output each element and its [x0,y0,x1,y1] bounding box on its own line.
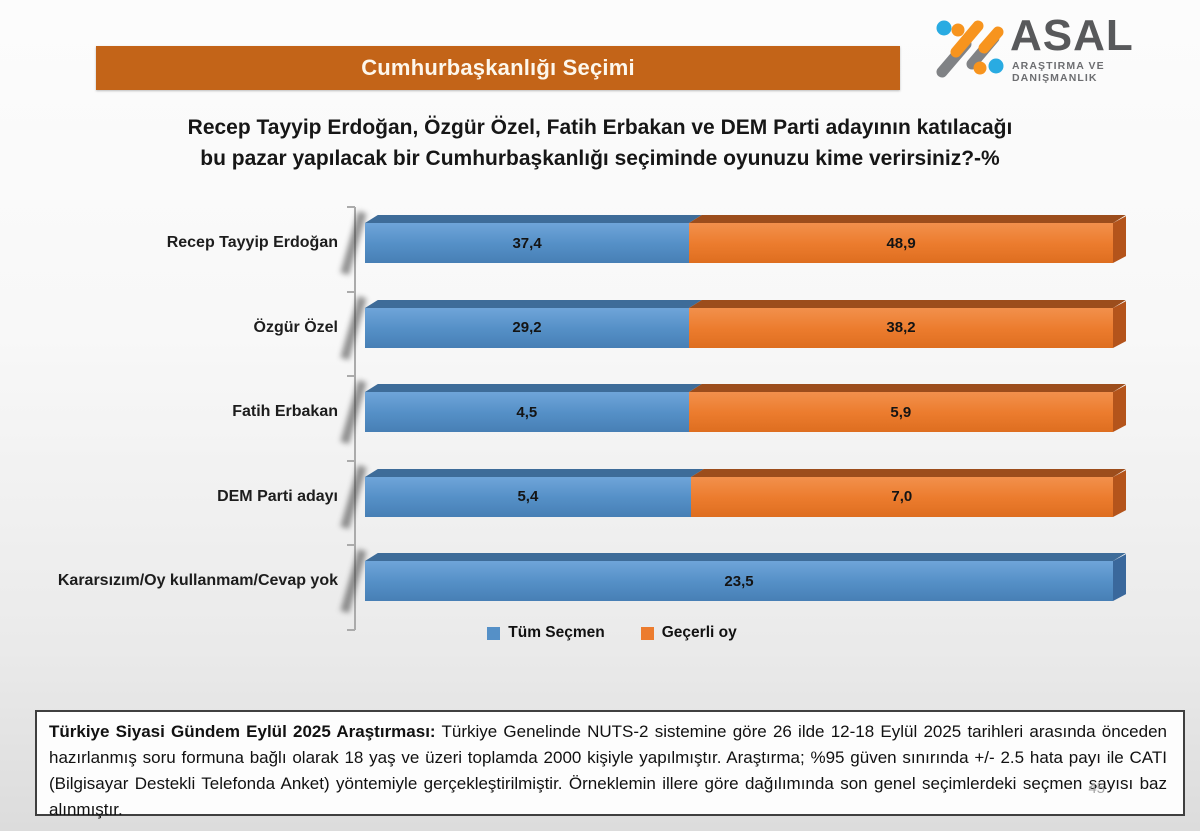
bar-segment-tum-secmen: 37,4 [365,223,690,263]
axis-tick [347,629,355,631]
legend-label: Geçerli oy [661,624,737,641]
asal-logo: ASAL ARAŞTIRMA VE DANIŞMANLIK [928,8,1188,86]
category-label: DEM Parti adayı [217,487,338,505]
category-label: Recep Tayyip Erdoğan [166,234,338,251]
legend-item: Tüm Seçmen [487,624,605,642]
bar-row: 37,4 48,9 [365,223,1113,263]
axis-tick [347,375,355,378]
question-title: Recep Tayyip Erdoğan, Özgür Özel, Fatih … [0,112,1200,174]
bar-segment-tum-secmen: 29,2 [365,307,690,348]
bar-segment-tum-secmen: 5,4 [365,476,691,517]
bar-segment-gecerli-oy: 5,9 [688,392,1113,433]
legend-swatch [640,626,654,640]
legend-item: Geçerli oy [640,624,737,642]
legend: Tüm Seçmen Geçerli oy [0,624,1200,642]
footnote-lead: Türkiye Siyasi Gündem Eylül 2025 Araştır… [49,722,436,741]
bar-segment-gecerli-oy: 38,2 [689,307,1113,348]
footnote-box: Türkiye Siyasi Gündem Eylül 2025 Araştır… [35,710,1185,819]
category-label: Kararsızım/Oy kullanmam/Cevap yok [57,572,338,590]
bar-segment-gecerli-oy: 48,9 [689,223,1113,263]
bar-row: 29,2 38,2 [365,307,1113,348]
axis-tick [347,206,355,208]
value-label: 23,5 [724,572,754,590]
bar-segment-tum-secmen: 23,5 [365,561,1113,602]
value-label: 5,4 [517,488,539,506]
axis-tick [347,290,355,293]
value-label: 7,0 [891,488,913,506]
axis-tick [347,544,355,547]
value-label: 5,9 [890,403,912,421]
category-label: Özgür Özel [253,318,338,336]
bar-segment-tum-secmen: 4,5 [365,392,689,433]
title-banner: Cumhurbaşkanlığı Seçimi [96,46,900,90]
legend-swatch [487,626,501,640]
page-number: 45 [1088,780,1105,797]
value-label: 37,4 [512,234,542,252]
banner-title: Cumhurbaşkanlığı Seçimi [361,55,635,80]
axis-tick [347,459,355,462]
bar-segment-gecerli-oy: 7,0 [690,476,1113,517]
value-label: 38,2 [886,319,916,337]
logo-wordmark: ASAL [1010,11,1134,60]
bar-row: 4,5 5,9 [365,392,1113,433]
category-label: Fatih Erbakan [232,403,338,421]
value-label: 4,5 [516,403,538,421]
footnote-text: Türkiye Siyasi Gündem Eylül 2025 Araştır… [49,722,1167,819]
logo-subtitle: ARAŞTIRMA VE DANIŞMANLIK [1012,60,1105,84]
legend-label: Tüm Seçmen [508,624,605,641]
value-label: 48,9 [886,234,916,252]
logo-icon [936,20,1004,78]
value-label: 29,2 [512,319,542,337]
bar-row: 5,4 7,0 [365,476,1113,517]
question-line-2: bu pazar yapılacak bir Cumhurbaşkanlığı … [200,147,1000,170]
bar-row: 23,5 [365,561,1113,602]
question-line-1: Recep Tayyip Erdoğan, Özgür Özel, Fatih … [187,116,1013,139]
